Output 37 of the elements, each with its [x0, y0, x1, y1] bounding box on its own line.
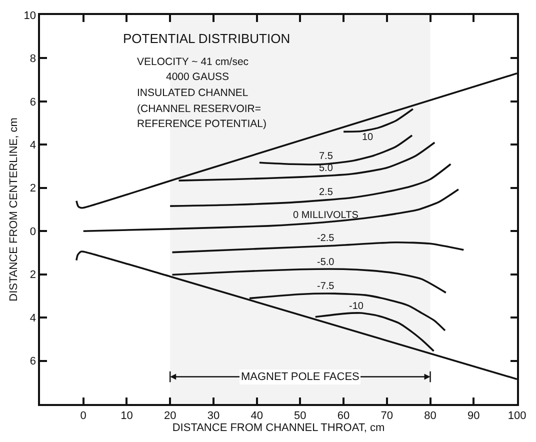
x-tick-label: 40: [250, 410, 263, 422]
series-label: -5.0: [317, 257, 335, 268]
x-tick-label: 10: [120, 410, 133, 422]
x-tick-label: 30: [207, 410, 220, 422]
x-tick-label: 60: [337, 410, 350, 422]
text: POTENTIAL DISTRIBUTION: [123, 31, 290, 46]
y-axis-title: DISTANCE FROM CENTERLINE, cm: [8, 118, 20, 302]
x-tick-label: 90: [468, 410, 480, 422]
y-tick-label: 2: [30, 269, 36, 282]
x-tick-label: 70: [380, 410, 394, 422]
y-tick-label: 6: [30, 96, 36, 108]
x-tick-label: 0: [80, 410, 86, 422]
x-tick-label: 80: [424, 410, 436, 422]
annotation: REFERENCE POTENTIAL): [137, 118, 267, 130]
x-axis-title: DISTANCE FROM CHANNEL THROAT, cm: [172, 422, 385, 434]
series-label: 10: [362, 132, 374, 143]
series-label: -7.5: [317, 281, 335, 292]
y-tick-label: 6: [30, 356, 36, 368]
y-tick-label: 8: [30, 53, 36, 66]
y-tick-label: 4: [30, 312, 36, 324]
annotation: VELOCITY ~ 41 cm/sec: [137, 56, 249, 68]
x-tick-label: 50: [294, 410, 306, 422]
series-label: 0 MILLIVOLTS: [293, 210, 359, 221]
series-label: 2.5: [319, 187, 334, 198]
annotation: INSULATED CHANNEL: [137, 87, 248, 99]
series-label: -10: [349, 301, 364, 312]
y-tick-label: 0: [30, 226, 36, 238]
x-tick-label: 20: [164, 410, 176, 422]
y-tick-label: 10: [24, 10, 36, 22]
y-tick-label: 2: [30, 182, 36, 195]
band-label: MAGNET POLE FACES: [241, 371, 360, 383]
series-label: 7.5: [319, 151, 334, 162]
y-tick-label: 4: [30, 140, 36, 152]
series-label: -2.5: [317, 233, 335, 244]
x-tick-label: 100: [508, 410, 526, 422]
annotation: (CHANNEL RESERVOIR=: [137, 103, 261, 115]
annotation: 4000 GAUSS: [166, 71, 230, 83]
